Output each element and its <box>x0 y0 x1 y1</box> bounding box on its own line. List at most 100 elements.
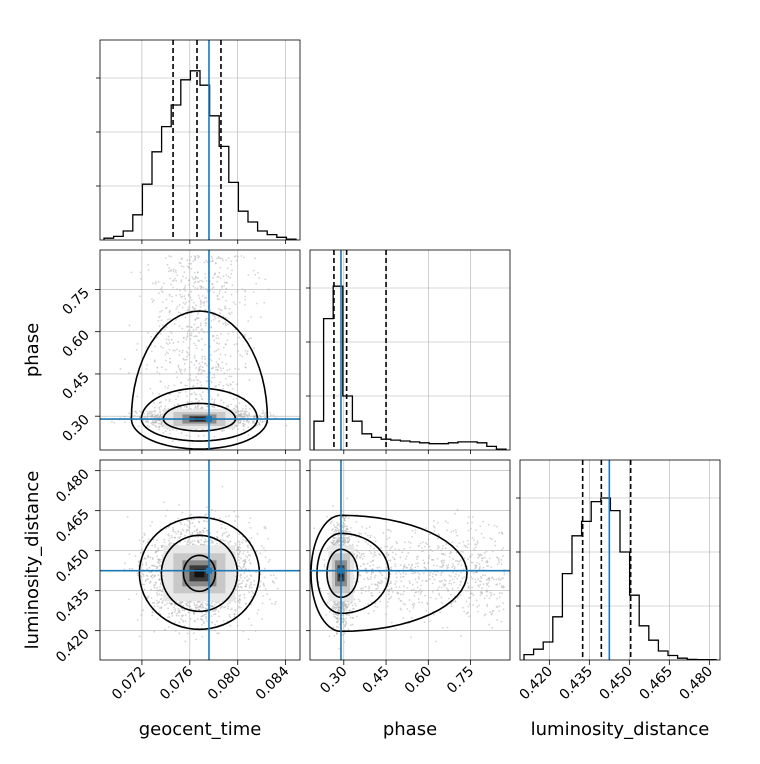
scatter-point <box>218 348 220 350</box>
scatter-point <box>444 554 446 556</box>
scatter-point <box>244 597 246 599</box>
scatter-point <box>249 585 251 587</box>
scatter-point <box>151 298 153 300</box>
scatter-point <box>206 521 208 523</box>
scatter-point <box>215 602 217 604</box>
scatter-point <box>193 329 195 331</box>
scatter-point <box>227 267 229 269</box>
scatter-point <box>230 404 232 406</box>
scatter-point <box>225 540 227 542</box>
scatter-point <box>164 629 166 631</box>
scatter-point <box>249 587 251 589</box>
scatter-point <box>477 578 479 580</box>
scatter-point <box>162 347 164 349</box>
scatter-point <box>217 298 219 300</box>
scatter-point <box>168 535 170 537</box>
scatter-point <box>164 386 166 388</box>
scatter-point <box>143 575 145 577</box>
scatter-point <box>193 331 195 333</box>
scatter-point <box>157 594 159 596</box>
scatter-point <box>157 574 159 576</box>
scatter-point <box>232 284 234 286</box>
scatter-point <box>484 552 486 554</box>
scatter-point <box>239 598 241 600</box>
scatter-point <box>251 537 253 539</box>
scatter-point <box>161 310 163 312</box>
scatter-point <box>182 610 184 612</box>
scatter-point <box>188 612 190 614</box>
scatter-point <box>182 619 184 621</box>
scatter-point <box>248 522 250 524</box>
scatter-point <box>141 548 143 550</box>
scatter-point <box>202 606 204 608</box>
scatter-point <box>159 579 161 581</box>
scatter-point <box>183 266 185 268</box>
scatter-point <box>203 332 205 334</box>
scatter-point <box>185 277 187 279</box>
scatter-point <box>162 301 164 303</box>
scatter-point <box>149 388 151 390</box>
scatter-point <box>472 562 474 564</box>
scatter-point <box>219 290 221 292</box>
scatter-point <box>198 256 200 258</box>
scatter-point <box>113 422 115 424</box>
grid-lines <box>520 460 720 660</box>
scatter-point <box>138 425 140 427</box>
scatter-point <box>205 297 207 299</box>
scatter-point <box>210 615 212 617</box>
scatter-point <box>195 318 197 320</box>
scatter-point <box>203 370 205 372</box>
scatter-point <box>243 425 245 427</box>
scatter-point <box>150 581 152 583</box>
scatter-point <box>137 619 139 621</box>
scatter-point <box>178 633 180 635</box>
scatter-point <box>218 632 220 634</box>
scatter-point <box>236 343 238 345</box>
scatter-point <box>194 272 196 274</box>
scatter-point <box>188 527 190 529</box>
scatter-point <box>220 354 222 356</box>
scatter-point <box>199 297 201 299</box>
scatter-point <box>211 377 213 379</box>
scatter-point <box>190 256 192 258</box>
scatter-point <box>200 280 202 282</box>
scatter-point <box>190 263 192 265</box>
scatter-point <box>179 536 181 538</box>
scatter-point <box>188 295 190 297</box>
scatter-point <box>251 603 253 605</box>
scatter-point <box>399 557 401 559</box>
scatter-point <box>152 557 154 559</box>
scatter-point <box>195 277 197 279</box>
scatter-point <box>193 260 195 262</box>
scatter-point <box>499 592 501 594</box>
scatter-point <box>189 435 191 437</box>
scatter-point <box>134 415 136 417</box>
scatter-point <box>214 317 216 319</box>
scatter-point <box>168 336 170 338</box>
scatter-point <box>489 537 491 539</box>
scatter-point <box>156 587 158 589</box>
scatter-point <box>168 270 170 272</box>
scatter-point <box>240 558 242 560</box>
scatter-point <box>230 355 232 357</box>
scatter-point <box>150 411 152 413</box>
scatter-point <box>252 422 254 424</box>
scatter-point <box>403 591 405 593</box>
scatter-point <box>185 316 187 318</box>
scatter-point <box>231 260 233 262</box>
scatter-point <box>157 618 159 620</box>
scatter-point <box>218 611 220 613</box>
scatter-point <box>171 300 173 302</box>
scatter-point <box>188 520 190 522</box>
scatter-point <box>174 608 176 610</box>
scatter-point <box>176 349 178 351</box>
scatter-point <box>225 274 227 276</box>
scatter-point <box>231 273 233 275</box>
scatter-point <box>195 376 197 378</box>
scatter-point <box>214 624 216 626</box>
scatter-point <box>213 402 215 404</box>
scatter-point <box>249 408 251 410</box>
scatter-point <box>198 540 200 542</box>
scatter-point <box>234 601 236 603</box>
